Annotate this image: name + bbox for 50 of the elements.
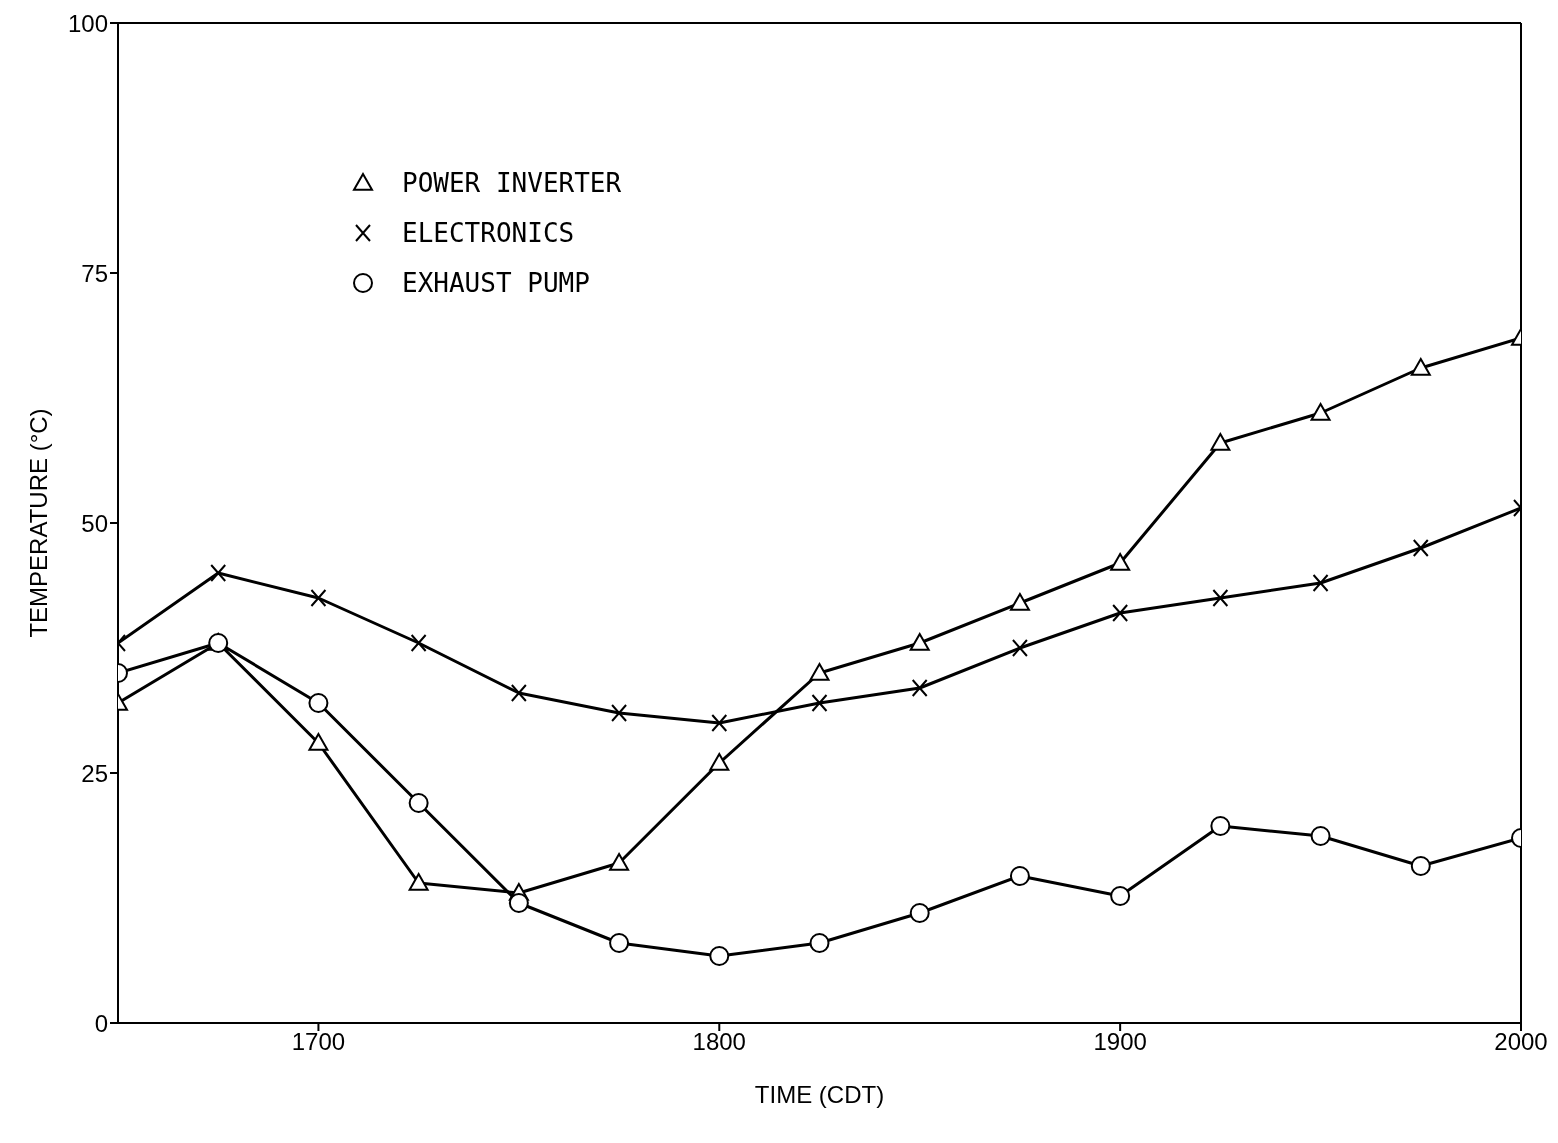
point [1011,639,1028,657]
point [1210,433,1231,451]
point [408,793,429,813]
point [611,704,628,722]
point [410,634,427,652]
point [1009,866,1030,886]
point [1312,574,1329,592]
x-tick-label: 2000 [1494,1028,1548,1056]
point [1310,403,1331,421]
x-axis-title: TIME (CDT) [754,1081,885,1108]
y-axis-title: TEMPERATURE (°C) [24,408,52,638]
point [709,946,730,966]
x-tick-label: 1700 [291,1028,346,1056]
point [510,684,527,702]
legend-label: ELECTRONICS [402,218,575,248]
point [408,873,429,891]
point [909,903,930,923]
y-tick-label: 75 [81,259,108,287]
y-tick-label: 25 [81,759,108,787]
legend-label: POWER INVERTER [402,168,622,198]
point [609,853,630,871]
point [1112,604,1129,622]
point [711,714,728,732]
point [1412,539,1429,557]
point [709,753,730,771]
point [1410,856,1431,876]
x-tick-label: 1800 [692,1028,746,1056]
point [1212,589,1229,607]
x-tick-label: 1900 [1093,1028,1147,1056]
point [909,633,930,651]
point [308,693,329,713]
y-tick-label: 50 [81,509,108,537]
legend-label: EXHAUST PUMP [402,268,590,298]
point [1410,358,1431,376]
point [308,733,329,751]
point [1110,886,1131,906]
point [811,694,828,712]
point [809,663,830,681]
point [1310,826,1331,846]
point [1210,816,1231,836]
point [508,893,529,913]
point [609,933,630,953]
point [210,564,227,582]
point [310,589,327,607]
point [809,933,830,953]
y-tick-label: 0 [94,1009,108,1037]
point [911,679,928,697]
point [1110,553,1131,571]
point [1009,593,1030,611]
y-tick-label: 100 [67,9,108,37]
